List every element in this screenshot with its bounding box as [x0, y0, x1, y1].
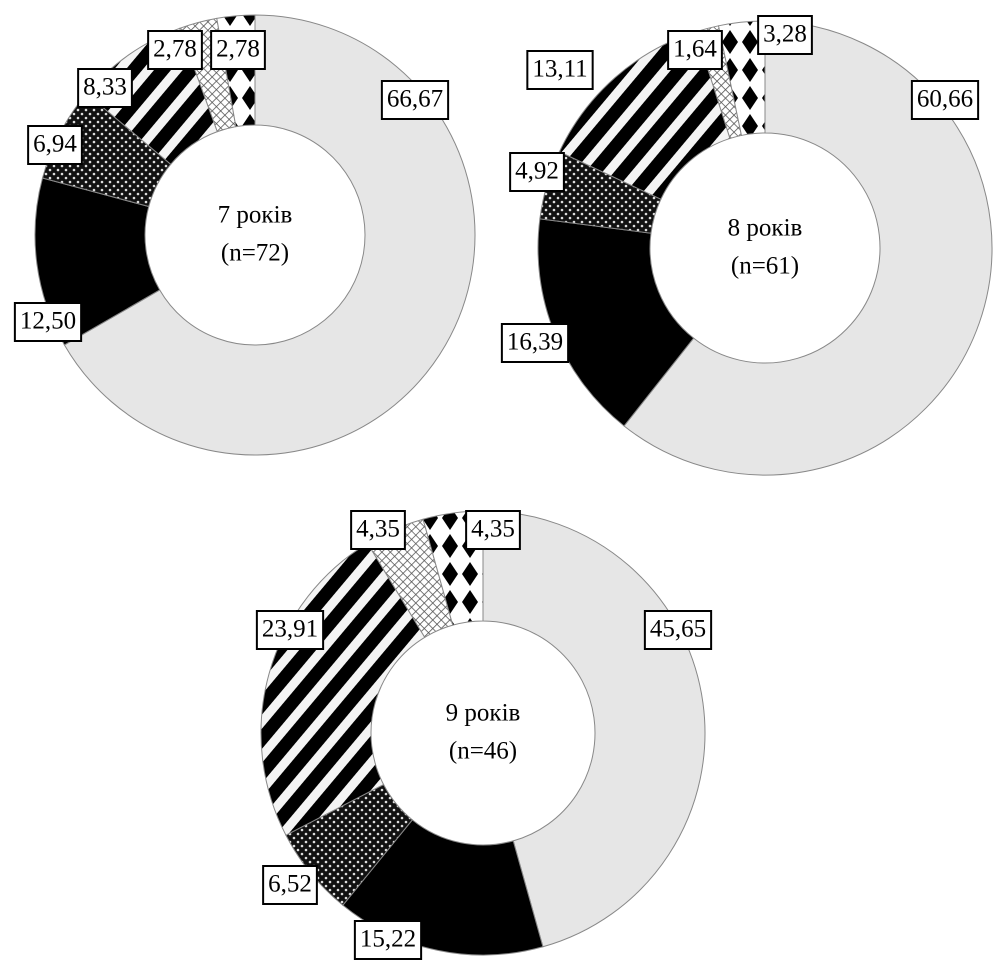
- data-label: 4,35: [350, 510, 406, 550]
- data-label-box: [643, 610, 713, 650]
- data-label: 15,22: [353, 920, 423, 960]
- data-label-box: [262, 865, 318, 905]
- data-label-box: [667, 30, 723, 70]
- data-label: 60,66: [910, 80, 980, 120]
- data-label-box: [350, 510, 406, 550]
- data-label: 6,52: [262, 865, 318, 905]
- data-label-text: 13,11: [532, 56, 587, 83]
- data-label-box: [210, 30, 266, 70]
- data-label-text: 8,33: [83, 74, 127, 101]
- data-label-text: 6,94: [33, 131, 77, 158]
- data-label-box: [147, 30, 203, 70]
- data-label-text: 3,28: [763, 21, 807, 48]
- data-label: 4,35: [465, 510, 521, 550]
- data-label-text: 1,64: [673, 36, 717, 63]
- data-label: 13,11: [526, 50, 594, 90]
- center-text: 9 років: [446, 700, 521, 727]
- donut-segment: [63, 14, 476, 456]
- data-label-text: 45,65: [650, 616, 706, 643]
- data-label-box: [910, 80, 980, 120]
- data-label-box: [526, 50, 594, 90]
- data-label: 2,78: [147, 30, 203, 70]
- data-label: 16,39: [500, 323, 570, 363]
- data-label-box: [27, 125, 83, 165]
- data-label-box: [380, 80, 450, 120]
- data-label: 3,28: [757, 15, 813, 55]
- data-label-box: [255, 610, 325, 650]
- data-label-box: [13, 302, 83, 342]
- donut-segment: [623, 20, 993, 476]
- data-label-text: 60,66: [917, 86, 973, 113]
- donut-segment: [717, 20, 766, 137]
- data-label-text: 15,22: [360, 926, 416, 953]
- data-label: 8,33: [77, 68, 133, 108]
- data-label-text: 6,52: [268, 871, 312, 898]
- data-label: 6,94: [27, 125, 83, 165]
- data-label-text: 4,92: [515, 158, 559, 185]
- data-label: 23,91: [255, 610, 325, 650]
- data-label: 45,65: [643, 610, 713, 650]
- data-label-text: 23,91: [262, 616, 318, 643]
- data-label: 1,64: [667, 30, 723, 70]
- data-label-text: 16,39: [507, 329, 563, 356]
- data-label-box: [465, 510, 521, 550]
- center-text: (n=61): [731, 253, 799, 280]
- data-label: 4,92: [509, 152, 565, 192]
- data-label-text: 4,35: [471, 516, 515, 543]
- center-text: (n=46): [449, 738, 517, 765]
- data-label-box: [353, 920, 423, 960]
- center-text: 7 років: [218, 202, 293, 229]
- data-label-box: [757, 15, 813, 55]
- data-label-text: 4,35: [356, 516, 400, 543]
- data-label-text: 12,50: [20, 308, 76, 335]
- center-text: (n=72): [221, 240, 289, 267]
- data-label-box: [500, 323, 570, 363]
- data-label-box: [509, 152, 565, 192]
- data-label-text: 66,67: [387, 86, 443, 113]
- center-text: 8 років: [728, 215, 803, 242]
- data-label: 2,78: [210, 30, 266, 70]
- data-label-box: [77, 68, 133, 108]
- data-label: 66,67: [380, 80, 450, 120]
- data-label-text: 2,78: [153, 36, 197, 63]
- data-label: 12,50: [13, 302, 83, 342]
- data-label-text: 2,78: [216, 36, 260, 63]
- donut-segment: [537, 218, 695, 427]
